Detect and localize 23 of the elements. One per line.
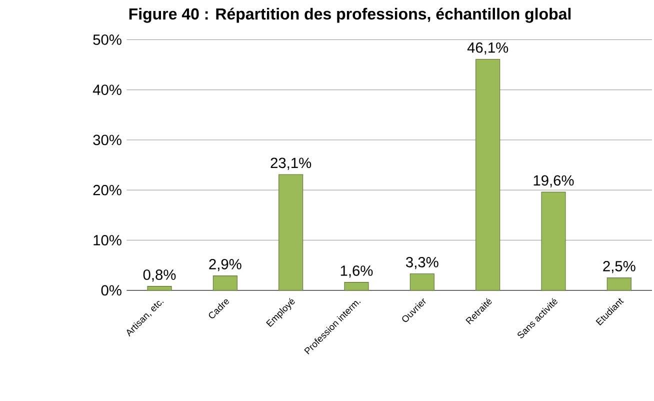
data-label: 23,1% <box>270 158 312 170</box>
bar <box>476 58 500 291</box>
y-tick-label: 50% <box>93 34 122 45</box>
y-tick-label: 30% <box>93 134 122 146</box>
y-tick-label: 40% <box>92 84 122 95</box>
data-label: 2,5% <box>603 260 636 274</box>
y-tick-label: 0% <box>101 285 122 296</box>
bar <box>344 282 369 291</box>
bar <box>147 286 172 291</box>
bar <box>212 276 238 291</box>
bar <box>278 174 304 291</box>
data-label: 3,3% <box>406 256 438 270</box>
bar <box>606 278 632 291</box>
bar <box>410 274 434 291</box>
y-tick-label: 10% <box>94 235 122 246</box>
data-label: 0,8% <box>143 270 176 282</box>
bar <box>541 192 566 291</box>
data-label: 46,1% <box>467 42 508 55</box>
data-label: 1,6% <box>340 266 373 278</box>
data-label: 2,9% <box>209 258 242 272</box>
y-tick-label: 20% <box>93 184 122 196</box>
data-label: 19,6% <box>534 175 574 188</box>
chart-title: Figure 40 : Répartition des professions, échantillon global <box>129 8 571 23</box>
